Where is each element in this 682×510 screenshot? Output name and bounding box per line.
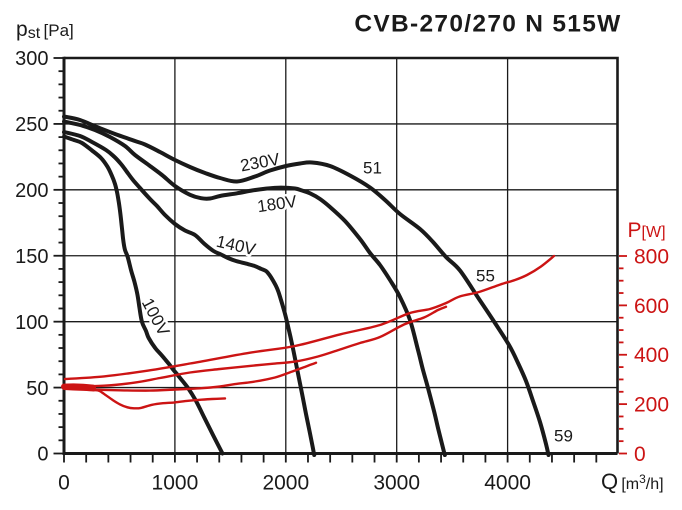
svg-text:200: 200 — [634, 394, 669, 417]
svg-text:200: 200 — [15, 180, 48, 202]
svg-text:150: 150 — [15, 246, 48, 268]
svg-text:0: 0 — [37, 444, 48, 466]
svg-text:100: 100 — [15, 312, 48, 334]
svg-text:400: 400 — [634, 344, 669, 367]
svg-text:50: 50 — [26, 378, 48, 400]
svg-text:0: 0 — [634, 443, 646, 466]
svg-text:CVB-270/270 N 515W: CVB-270/270 N 515W — [354, 11, 621, 38]
svg-text:300: 300 — [15, 48, 48, 70]
svg-text:0: 0 — [58, 472, 70, 495]
svg-text:55: 55 — [476, 267, 495, 286]
svg-text:250: 250 — [15, 114, 48, 136]
svg-text:P[W]: P[W] — [628, 219, 666, 242]
svg-text:Q [m3/h]: Q [m3/h] — [601, 469, 664, 494]
svg-text:59: 59 — [554, 427, 573, 446]
svg-text:51: 51 — [363, 159, 382, 178]
svg-text:800: 800 — [634, 246, 669, 269]
svg-text:4000: 4000 — [484, 472, 531, 495]
svg-text:3000: 3000 — [373, 472, 420, 495]
svg-text:pst [Pa]: pst [Pa] — [16, 18, 74, 42]
svg-text:2000: 2000 — [262, 472, 309, 495]
svg-text:600: 600 — [634, 295, 669, 318]
svg-text:1000: 1000 — [152, 472, 199, 495]
